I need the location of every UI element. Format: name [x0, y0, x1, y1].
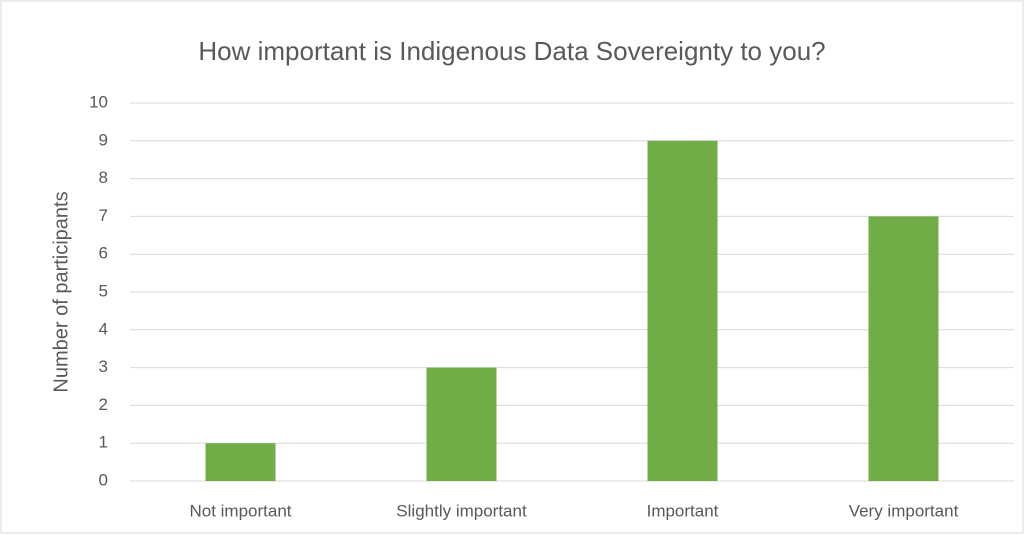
bar: [205, 443, 276, 481]
y-tick-label: 7: [99, 206, 108, 225]
y-tick-label: 1: [99, 433, 108, 452]
x-tick-label: Not important: [189, 501, 291, 520]
y-tick-label: 5: [99, 281, 108, 300]
x-tick-label: Important: [647, 501, 719, 520]
x-tick-label: Very important: [849, 501, 959, 520]
y-tick-label: 4: [99, 319, 108, 338]
y-tick-label: 2: [99, 395, 108, 414]
y-tick-label: 0: [99, 470, 108, 489]
y-tick-label: 8: [99, 168, 108, 187]
y-tick-label: 10: [89, 92, 108, 111]
bar: [868, 216, 939, 481]
y-tick-label: 9: [99, 130, 108, 149]
bar: [426, 367, 497, 481]
y-tick-label: 6: [99, 244, 108, 263]
y-axis-label: Number of participants: [50, 191, 72, 392]
chart-title: How important is Indigenous Data Soverei…: [198, 36, 825, 66]
bar: [647, 140, 718, 482]
y-tick-label: 3: [99, 357, 108, 376]
x-tick-label: Slightly important: [396, 501, 527, 520]
